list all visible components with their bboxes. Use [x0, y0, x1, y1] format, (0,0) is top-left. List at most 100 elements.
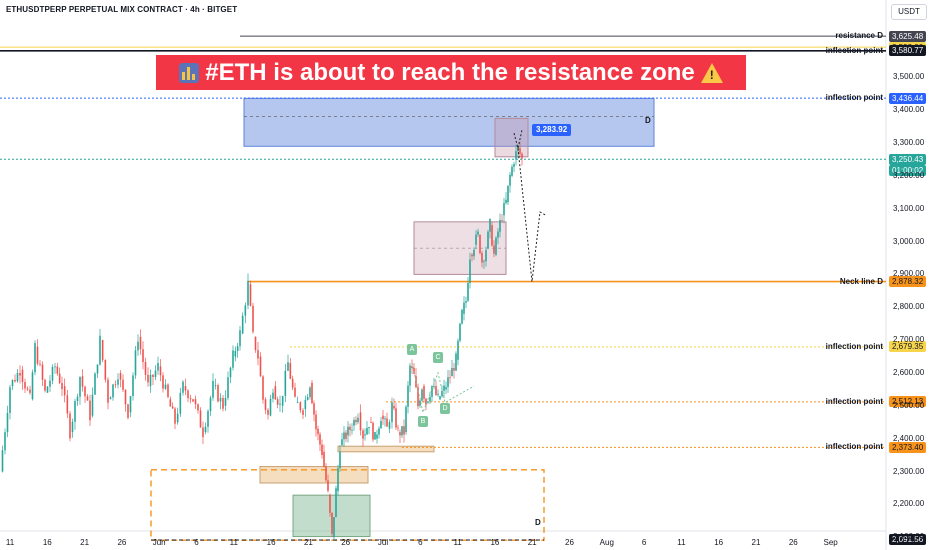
- candle-body: [339, 451, 341, 469]
- candle-body: [321, 444, 323, 456]
- candle-body: [417, 387, 419, 407]
- candle-body: [473, 249, 475, 257]
- headline-text: #ETH is about to reach the resistance zo…: [205, 58, 695, 86]
- candle-body: [109, 397, 112, 400]
- candle-body: [41, 364, 44, 380]
- candle-body: [309, 387, 311, 397]
- candle-body: [443, 385, 445, 391]
- candle-body: [513, 164, 515, 167]
- candle-body: [137, 341, 139, 351]
- candle-body: [351, 429, 353, 431]
- candle-body: [481, 253, 483, 263]
- candle-body: [378, 428, 380, 435]
- candle-body: [382, 415, 384, 420]
- candle-body: [355, 419, 357, 423]
- candle-body: [317, 428, 319, 435]
- candle-body: [46, 386, 49, 393]
- currency-button[interactable]: USDT: [891, 4, 927, 20]
- candle-body: [21, 369, 24, 383]
- candle-body: [104, 359, 107, 380]
- candle-body: [341, 439, 343, 446]
- y-tick-label: 2,500.00: [893, 400, 925, 410]
- candle-body: [279, 403, 281, 405]
- candle-body: [304, 399, 307, 410]
- candle-body: [353, 419, 355, 426]
- candle-body: [96, 364, 99, 374]
- candle-body: [407, 385, 409, 407]
- candle-body: [467, 283, 469, 301]
- x-tick-label: 16: [266, 538, 276, 547]
- candle-body: [119, 372, 122, 380]
- candle-body: [370, 422, 372, 424]
- candle-body: [192, 399, 194, 402]
- x-tick-label: 11: [5, 538, 15, 547]
- candle-body: [311, 382, 313, 404]
- candle-body: [479, 234, 481, 254]
- candle-body: [357, 417, 359, 423]
- candle-body: [49, 380, 51, 387]
- candle-body: [262, 376, 264, 400]
- candle-body: [493, 245, 495, 254]
- candle-body: [376, 434, 378, 439]
- candle-body: [299, 402, 302, 411]
- candle-body: [66, 395, 69, 414]
- candle-body: [202, 427, 204, 437]
- candle-body: [91, 394, 94, 416]
- candle-body: [269, 398, 272, 416]
- x-tick-label: 21: [527, 538, 537, 547]
- candle-body: [372, 422, 374, 440]
- candle-body: [315, 414, 317, 430]
- candle-body: [58, 373, 61, 383]
- candle-body: [222, 397, 224, 409]
- candle-body: [507, 185, 509, 203]
- candle-body: [491, 225, 493, 246]
- candle-body: [129, 396, 132, 413]
- candle-body: [395, 408, 397, 428]
- candle-body: [11, 379, 14, 387]
- candle-body: [397, 427, 399, 429]
- candle-body: [1, 450, 4, 472]
- candle-body: [214, 385, 217, 387]
- candle-body: [437, 393, 439, 395]
- x-tick-label: 26: [341, 538, 351, 547]
- candle-body: [366, 427, 368, 435]
- x-tick-label: 6: [194, 538, 199, 547]
- candle-body: [345, 432, 347, 439]
- candle-body: [435, 385, 437, 395]
- candle-body: [419, 400, 421, 406]
- candle-body: [469, 259, 471, 284]
- y-tick-label: 2,800.00: [893, 302, 925, 312]
- candle-body: [219, 397, 222, 402]
- candle-body: [257, 350, 259, 359]
- candle-body: [403, 426, 405, 435]
- x-tick-label: 16: [714, 538, 724, 547]
- candle-body: [142, 349, 144, 362]
- candle-body: [249, 284, 252, 306]
- candle-body: [81, 376, 84, 387]
- candle-body: [487, 231, 489, 249]
- x-tick-label: Jul: [377, 538, 389, 547]
- y-tick-label: 2,100.00: [893, 532, 925, 542]
- candle-body: [323, 451, 325, 467]
- candle-body: [455, 353, 457, 371]
- candle-body: [164, 384, 167, 389]
- candle-body: [327, 480, 329, 491]
- x-tick-label: Sep: [823, 538, 838, 547]
- candle-body: [162, 375, 164, 389]
- candle-body: [519, 148, 521, 154]
- candle-body: [234, 351, 237, 357]
- candle-body: [171, 406, 174, 409]
- candle-body: [459, 323, 461, 341]
- candle-body: [107, 379, 109, 403]
- candle-body: [380, 421, 382, 429]
- level-label-7: inflection point: [825, 396, 883, 406]
- candle-body: [69, 413, 71, 439]
- candle-body: [84, 386, 86, 397]
- candle-body: [289, 363, 292, 379]
- candle-body: [489, 218, 491, 232]
- candle-body: [76, 396, 79, 402]
- candle-body: [302, 410, 304, 415]
- candle-body: [4, 432, 6, 451]
- candle-body: [284, 370, 287, 396]
